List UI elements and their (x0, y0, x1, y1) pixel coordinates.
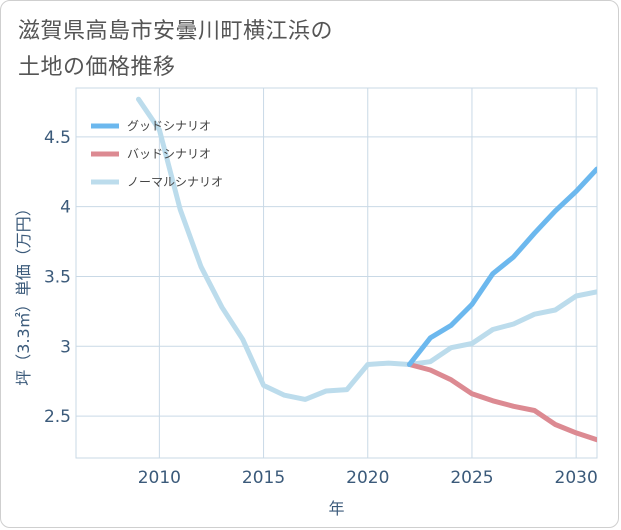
series-line-1 (406, 362, 597, 443)
series-line-0 (406, 166, 597, 367)
x-tick-label: 2025 (450, 468, 493, 488)
y-tick-label: 3 (60, 337, 71, 357)
y-tick-label: 3.5 (44, 267, 71, 287)
chart-title-line-1: 滋賀県高島市安曇川町横江浜の (18, 19, 334, 44)
x-tick-label: 2030 (555, 468, 598, 488)
y-tick-label: 2.5 (44, 407, 71, 427)
series-lines (136, 96, 597, 443)
x-tick-label: 2020 (346, 468, 389, 488)
x-tick-label: 2010 (138, 468, 181, 488)
plot-area (75, 87, 598, 459)
x-axis-title: 年 (328, 499, 344, 518)
x-tick-label: 2015 (242, 468, 285, 488)
chart-title-line-2: 土地の価格推移 (18, 55, 176, 80)
grid-lines (76, 88, 597, 458)
series-line-2 (136, 96, 597, 402)
chart-title: 滋賀県高島市安曇川町横江浜の 土地の価格推移 (18, 14, 578, 86)
y-tick-labels: 2.5 3 3.5 4 4.5 (44, 128, 71, 427)
legend-label: グッドシナリオ (127, 119, 211, 133)
legend-label: ノーマルシナリオ (127, 175, 223, 189)
legend-label: バッドシナリオ (127, 147, 211, 161)
y-tick-label: 4.5 (44, 128, 71, 148)
y-tick-label: 4 (60, 198, 71, 218)
x-tick-labels: 2010 2015 2020 2025 2030 (138, 468, 598, 488)
y-axis-title: 坪（3.3㎡）単価（万円） (14, 200, 33, 385)
